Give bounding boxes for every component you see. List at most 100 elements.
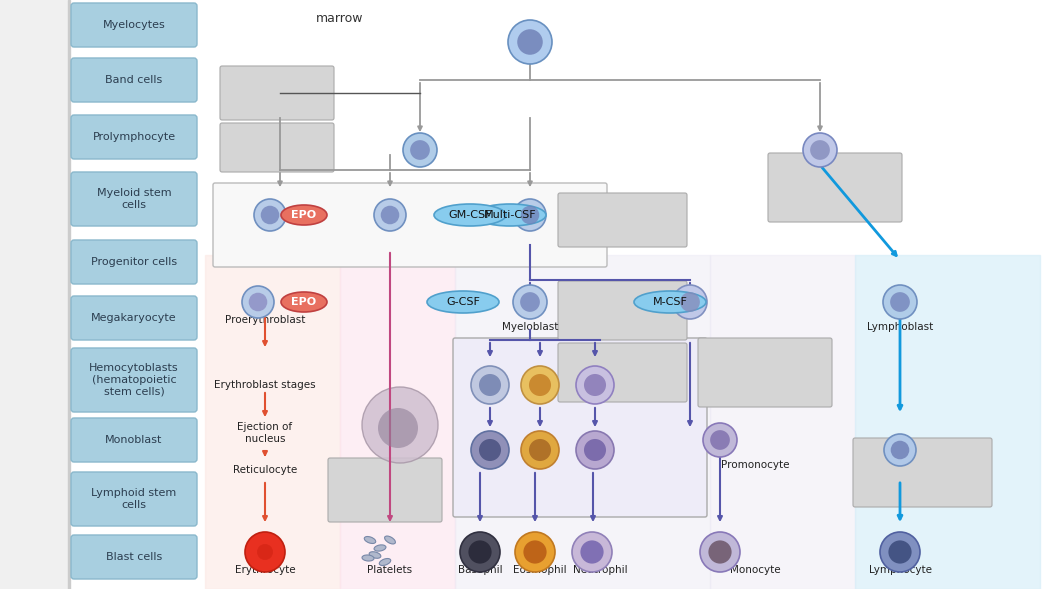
Text: M-CSF: M-CSF: [653, 297, 687, 307]
Circle shape: [460, 532, 500, 572]
Text: Reticulocyte: Reticulocyte: [233, 465, 297, 475]
Circle shape: [471, 431, 509, 469]
Text: Band cells: Band cells: [105, 75, 163, 85]
Circle shape: [529, 374, 551, 396]
Ellipse shape: [634, 291, 706, 313]
Circle shape: [374, 199, 406, 231]
Circle shape: [572, 532, 612, 572]
Circle shape: [362, 387, 438, 463]
Ellipse shape: [434, 204, 506, 226]
Text: Lymphoblast: Lymphoblast: [867, 322, 933, 332]
Circle shape: [703, 423, 737, 457]
Text: Proerythroblast: Proerythroblast: [225, 315, 305, 325]
Circle shape: [708, 540, 731, 564]
Circle shape: [529, 439, 551, 461]
Text: Platelets: Platelets: [368, 565, 413, 575]
Text: EPO: EPO: [291, 297, 316, 307]
Ellipse shape: [385, 536, 395, 544]
FancyBboxPatch shape: [220, 66, 334, 120]
Bar: [341, 255, 455, 589]
Ellipse shape: [379, 558, 391, 565]
FancyBboxPatch shape: [328, 458, 442, 522]
Ellipse shape: [369, 552, 380, 558]
Circle shape: [576, 366, 614, 404]
Circle shape: [520, 206, 539, 224]
Circle shape: [403, 133, 437, 167]
Circle shape: [378, 408, 418, 448]
Circle shape: [261, 206, 280, 224]
Circle shape: [576, 431, 614, 469]
Circle shape: [880, 532, 920, 572]
FancyBboxPatch shape: [71, 240, 197, 284]
FancyBboxPatch shape: [768, 153, 902, 222]
Bar: [68, 0, 70, 589]
Circle shape: [700, 532, 740, 572]
Text: Hemocytoblasts
(hematopoietic
stem cells): Hemocytoblasts (hematopoietic stem cells…: [89, 363, 179, 396]
Circle shape: [471, 366, 509, 404]
Ellipse shape: [374, 545, 386, 551]
Text: G-CSF: G-CSF: [446, 297, 480, 307]
Text: Erythroblast stages: Erythroblast stages: [214, 380, 315, 390]
FancyBboxPatch shape: [558, 281, 687, 340]
Ellipse shape: [365, 537, 375, 544]
FancyBboxPatch shape: [453, 338, 707, 517]
Circle shape: [883, 285, 918, 319]
Circle shape: [810, 140, 830, 160]
FancyBboxPatch shape: [213, 183, 607, 267]
Circle shape: [479, 374, 501, 396]
Text: Basophil: Basophil: [457, 565, 502, 575]
FancyBboxPatch shape: [71, 115, 197, 159]
Text: Prolymphocyte: Prolymphocyte: [92, 132, 176, 142]
Circle shape: [410, 140, 430, 160]
Text: Myeloid stem
cells: Myeloid stem cells: [97, 188, 171, 210]
Bar: [205, 255, 341, 589]
Circle shape: [710, 430, 729, 450]
FancyBboxPatch shape: [220, 123, 334, 172]
FancyBboxPatch shape: [558, 343, 687, 402]
Circle shape: [254, 199, 286, 231]
Circle shape: [580, 540, 603, 564]
Circle shape: [523, 540, 547, 564]
Circle shape: [508, 20, 552, 64]
Circle shape: [514, 199, 547, 231]
Text: EPO: EPO: [291, 210, 316, 220]
Ellipse shape: [474, 204, 547, 226]
FancyBboxPatch shape: [71, 58, 197, 102]
Circle shape: [245, 532, 285, 572]
Ellipse shape: [281, 205, 327, 225]
Text: Multi-CSF: Multi-CSF: [483, 210, 536, 220]
FancyBboxPatch shape: [698, 338, 832, 407]
Circle shape: [520, 292, 540, 312]
Ellipse shape: [427, 291, 499, 313]
Circle shape: [517, 29, 542, 55]
Circle shape: [673, 285, 707, 319]
FancyBboxPatch shape: [853, 438, 992, 507]
Circle shape: [513, 285, 547, 319]
Circle shape: [469, 540, 492, 564]
Circle shape: [521, 431, 559, 469]
Ellipse shape: [281, 292, 327, 312]
FancyBboxPatch shape: [71, 535, 197, 579]
FancyBboxPatch shape: [71, 348, 197, 412]
Circle shape: [257, 544, 273, 560]
Circle shape: [890, 292, 910, 312]
Text: Megakaryocyte: Megakaryocyte: [91, 313, 177, 323]
FancyBboxPatch shape: [71, 418, 197, 462]
Text: Promonocyte: Promonocyte: [721, 460, 789, 470]
Text: Blast cells: Blast cells: [106, 552, 162, 562]
Circle shape: [888, 540, 911, 564]
Text: Eosinophil: Eosinophil: [513, 565, 566, 575]
Circle shape: [584, 439, 606, 461]
Circle shape: [249, 293, 267, 311]
Circle shape: [515, 532, 555, 572]
Bar: [0, 0, 68, 589]
Text: Erythrocyte: Erythrocyte: [234, 565, 295, 575]
Circle shape: [584, 374, 606, 396]
FancyBboxPatch shape: [71, 3, 197, 47]
Circle shape: [380, 206, 399, 224]
Ellipse shape: [362, 555, 374, 561]
Text: Neutrophil: Neutrophil: [573, 565, 627, 575]
FancyBboxPatch shape: [71, 296, 197, 340]
Text: Myelocytes: Myelocytes: [103, 20, 165, 30]
Text: marrow: marrow: [316, 12, 364, 25]
